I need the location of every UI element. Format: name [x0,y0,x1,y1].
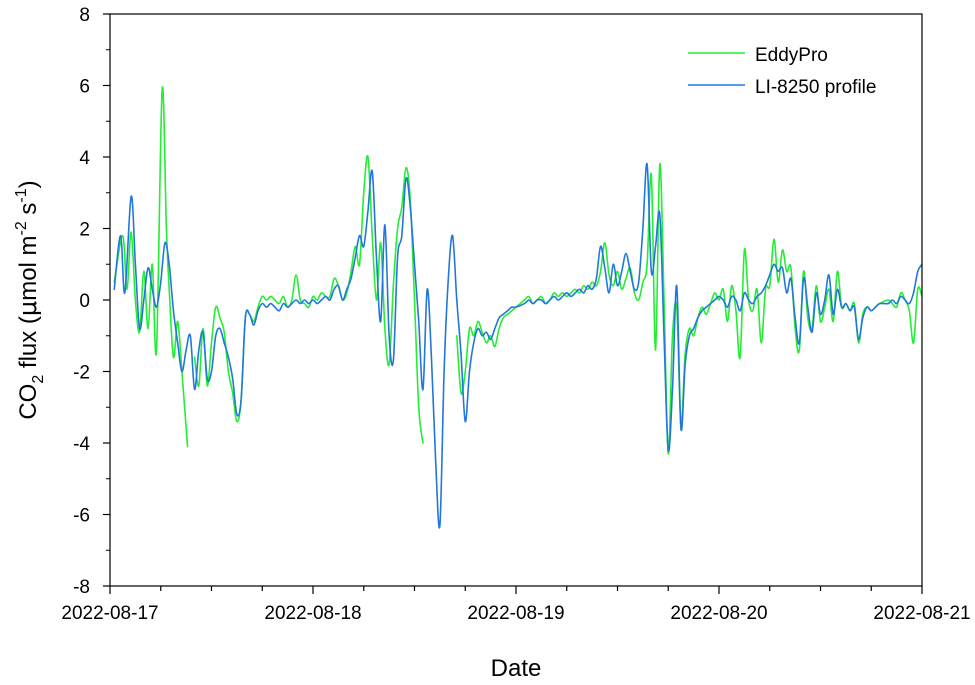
y-tick-label: 0 [79,291,90,312]
y-tick-label: -4 [73,434,90,455]
legend-label-li8250: LI-8250 profile [755,77,876,98]
x-tick-label: 2022-08-20 [670,603,767,624]
legend-label-eddypro: EddyPro [755,45,828,66]
x-axis-label: Date [491,655,542,682]
y-axis: -8 -6 -4 -2 0 2 4 6 8 [73,5,110,598]
y-axis-label: CO2 flux (μmol m-2 s-1) [13,180,47,419]
y-tick-label: -2 [73,363,90,384]
y-tick-label: 8 [79,5,90,26]
series-line-li8250-profile [113,163,922,529]
y-tick-label: 6 [79,77,90,98]
x-tick-label: 2022-08-19 [467,603,564,624]
x-axis: 2022-08-17 2022-08-18 2022-08-19 2022-08-20… [61,586,971,624]
y-tick-label: 4 [79,148,90,169]
legend: EddyPro LI-8250 profile [688,45,876,98]
series-layer [113,86,922,529]
y-tick-label: -6 [73,506,90,527]
x-tick-label: 2022-08-17 [61,603,158,624]
y-tick-label: 2 [79,220,90,241]
x-tick-label: 2022-08-18 [264,603,361,624]
y-tick-label: -8 [73,577,90,598]
x-tick-label: 2022-08-21 [873,603,970,624]
plot-frame [109,13,923,587]
